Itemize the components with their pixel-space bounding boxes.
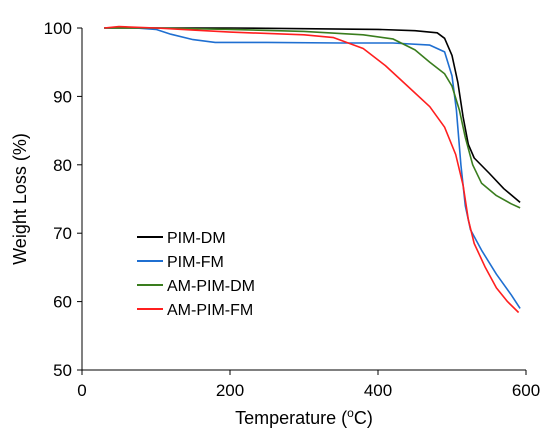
x-axis-title-text: Temperature ( [235,408,347,428]
legend-label: PIM-FM [167,254,224,271]
legend-label: AM-PIM-DM [167,278,255,295]
x-axis-title-suffix: C) [354,408,373,428]
y-tick-label: 60 [53,293,72,312]
legend: PIM-DM PIM-FM AM-PIM-DM AM-PIM-FM [137,230,255,319]
series-line-am-pim-dm [104,27,521,209]
y-tick-label: 100 [44,19,72,38]
y-tick-label: 90 [53,87,72,106]
series-line-pim-fm [104,26,521,309]
x-tick-label: 400 [364,381,392,400]
y-tick-label: 80 [53,156,72,175]
series-layer [104,25,521,314]
axes: 0 200 400 600 50 60 70 80 90 100 [44,19,541,400]
series-line-pim-dm [104,27,521,204]
x-axis-title-superscript: o [347,406,354,420]
y-tick-label: 70 [53,224,72,243]
x-axis-title: Temperature (oC) [235,406,373,428]
x-tick-label: 200 [216,381,244,400]
legend-label: AM-PIM-FM [167,302,253,319]
x-tick-label: 0 [77,381,86,400]
series-line-am-pim-fm [104,25,520,314]
x-tick-label: 600 [512,381,540,400]
y-tick-label: 50 [53,361,72,380]
y-axis-title: Weight Loss (%) [10,133,30,265]
legend-label: PIM-DM [167,230,226,247]
